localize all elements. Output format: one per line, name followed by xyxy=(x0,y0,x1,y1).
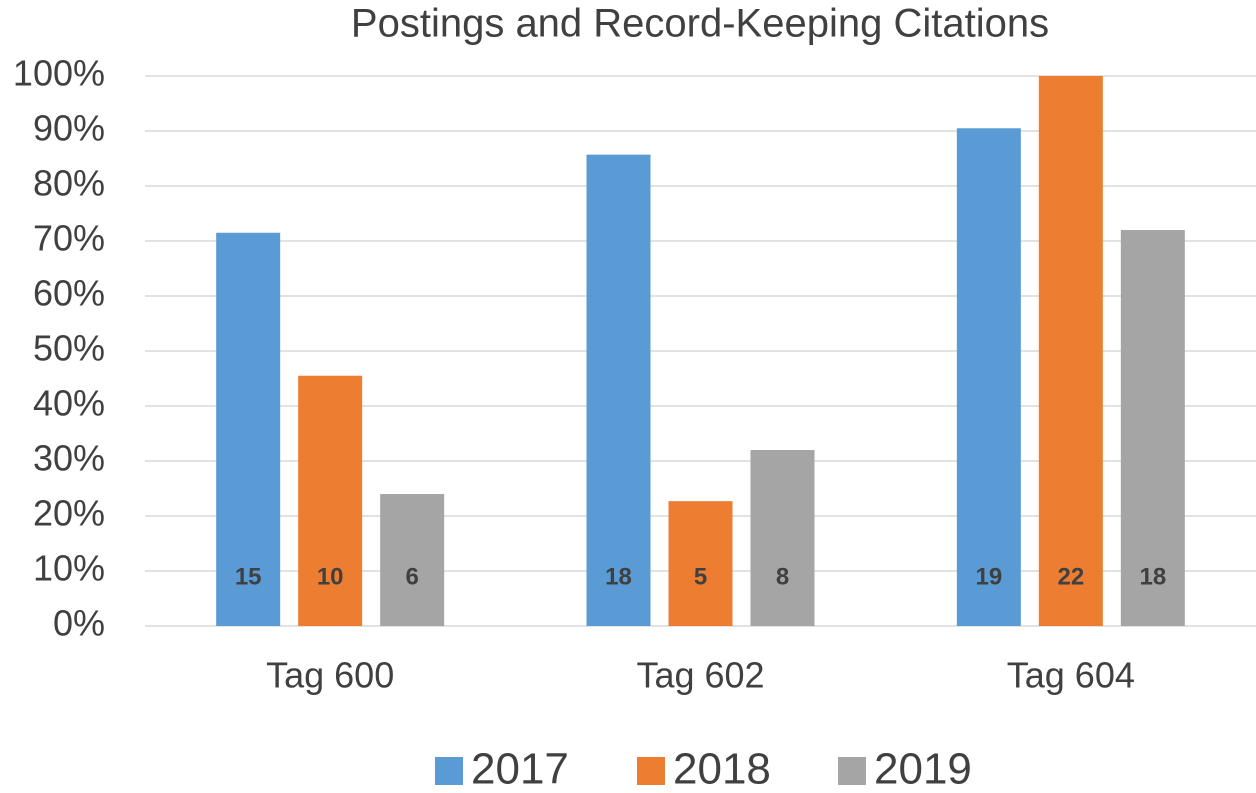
x-tick-label: Tag 604 xyxy=(1007,655,1135,696)
y-tick-label: 0% xyxy=(53,603,105,644)
count-label: 22 xyxy=(1057,563,1084,590)
y-tick-label: 40% xyxy=(33,383,105,424)
count-label: 8 xyxy=(776,563,789,590)
y-tick-label: 50% xyxy=(33,328,105,369)
count-label: 18 xyxy=(605,563,632,590)
legend-label: 2019 xyxy=(874,745,972,793)
count-label: 5 xyxy=(694,563,707,590)
count-label: 18 xyxy=(1139,563,1166,590)
y-tick-label: 20% xyxy=(33,493,105,534)
y-tick-label: 100% xyxy=(13,53,105,94)
bar xyxy=(380,494,445,626)
legend-label: 2017 xyxy=(471,745,569,793)
count-label: 6 xyxy=(405,563,418,590)
count-label: 15 xyxy=(235,563,262,590)
y-tick-label: 60% xyxy=(33,273,105,314)
legend-swatch xyxy=(435,757,463,785)
legend-swatch xyxy=(838,757,866,785)
legend-swatch xyxy=(637,757,665,785)
y-tick-label: 10% xyxy=(33,548,105,589)
y-tick-label: 90% xyxy=(33,108,105,149)
bar xyxy=(668,501,733,626)
bar xyxy=(1120,230,1185,626)
y-tick-label: 70% xyxy=(33,218,105,259)
bar xyxy=(298,375,363,626)
count-label: 19 xyxy=(975,563,1002,590)
bar xyxy=(956,128,1021,626)
x-tick-label: Tag 600 xyxy=(266,655,394,696)
y-tick-label: 80% xyxy=(33,163,105,204)
x-tick-label: Tag 602 xyxy=(636,655,764,696)
bar xyxy=(216,232,281,626)
bar xyxy=(1038,76,1103,626)
y-tick-label: 30% xyxy=(33,438,105,479)
legend-label: 2018 xyxy=(673,745,771,793)
bar xyxy=(586,154,651,626)
chart-title: Postings and Record-Keeping Citations xyxy=(351,2,1049,46)
count-label: 10 xyxy=(317,563,344,590)
bar xyxy=(750,450,815,626)
